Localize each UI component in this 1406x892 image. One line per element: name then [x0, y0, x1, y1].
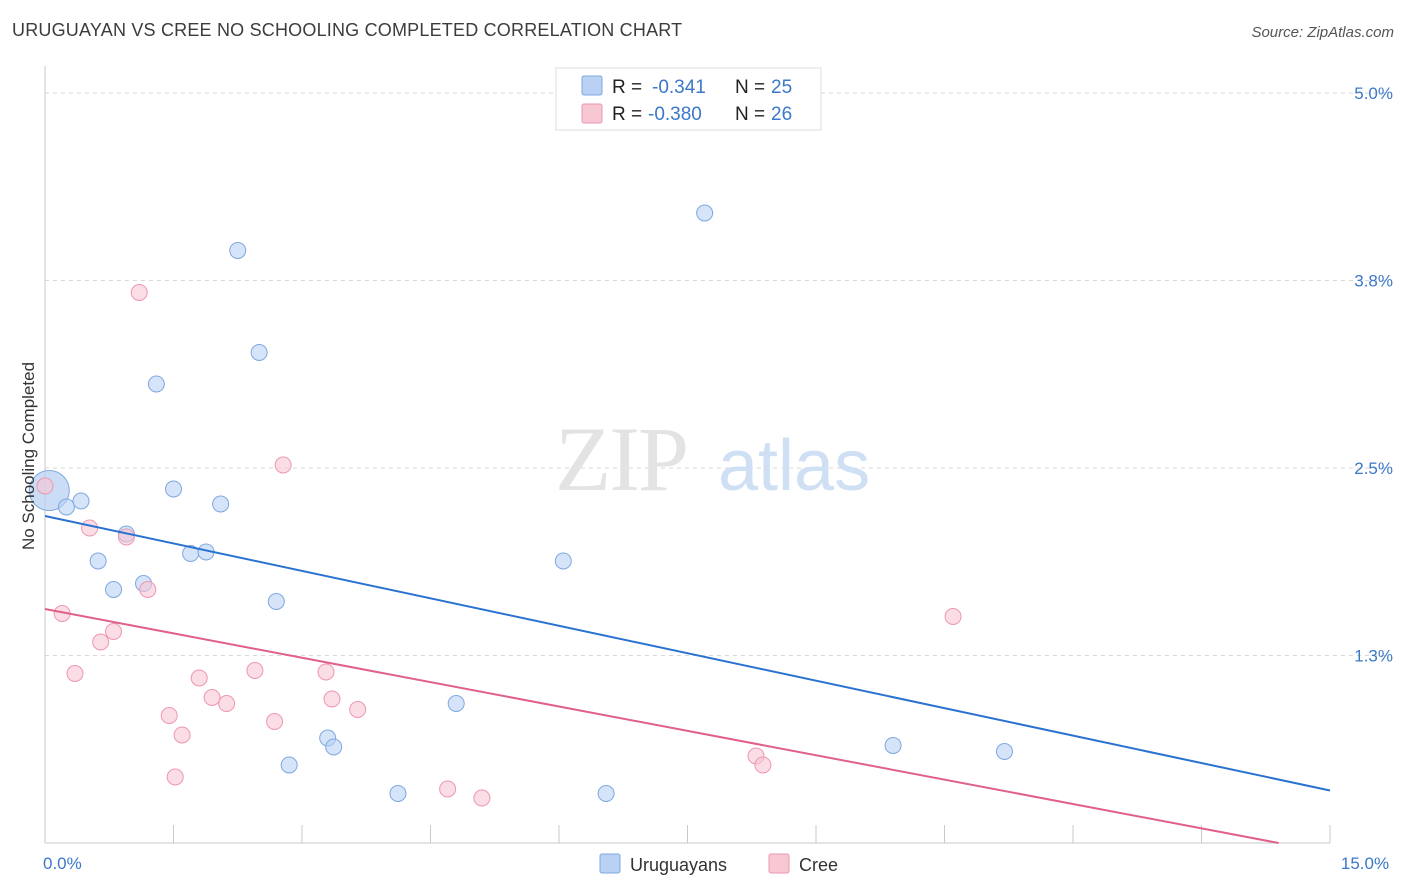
uruguayan-point	[250, 344, 268, 361]
uruguayan-point	[995, 743, 1013, 760]
stats-r-label-2: R =	[612, 104, 642, 125]
cree-point	[92, 633, 110, 651]
y-tick-label: 1.3%	[1354, 647, 1393, 666]
legend-label-cree: Cree	[799, 855, 838, 875]
cree-point	[203, 689, 221, 706]
chart-title: URUGUAYAN VS CREE NO SCHOOLING COMPLETED…	[12, 20, 683, 40]
grid-layer	[45, 92, 1386, 656]
stats-n-label-2: N =	[735, 104, 765, 125]
uruguayan-point	[267, 593, 285, 610]
legend-swatch-uruguayans	[599, 853, 621, 874]
cree-point	[473, 789, 491, 807]
uruguayan-point	[229, 242, 247, 259]
cree-point	[166, 768, 184, 786]
uruguayan-point	[554, 552, 572, 570]
cree-point	[81, 519, 99, 537]
cree-point	[274, 456, 292, 474]
uruguayan-point	[280, 756, 298, 774]
uruguayan-point	[72, 492, 90, 510]
cree-point	[105, 623, 123, 640]
stats-n-value-1: 25	[771, 77, 792, 98]
uruguayan-trendline	[44, 515, 1331, 792]
cree-point	[36, 477, 54, 495]
uruguayan-point	[884, 737, 902, 754]
cree-point	[139, 581, 157, 598]
tick-labels: 5.0% 3.8% 2.5% 1.3% 0.0% 15.0%	[43, 84, 1393, 873]
x-tick-label: 15.0%	[1341, 854, 1389, 873]
stats-n-label-1: N =	[735, 77, 765, 98]
trend-layer	[44, 515, 1331, 844]
cree-trendline	[44, 608, 1279, 844]
cree-point	[754, 756, 772, 774]
points-layer	[28, 204, 1013, 807]
y-tick-label: 5.0%	[1354, 84, 1393, 103]
uruguayan-point	[447, 695, 465, 712]
cree-point	[246, 662, 264, 679]
uruguayan-point	[696, 204, 714, 222]
uruguayan-point	[597, 785, 615, 802]
cree-point	[266, 713, 284, 730]
stats-r-value-2: -0.380	[648, 104, 702, 125]
y-tick-label: 3.8%	[1354, 272, 1393, 291]
stats-n-value-2: 26	[771, 104, 792, 125]
x-tick-label: 0.0%	[43, 854, 82, 873]
watermark: ZIP atlas	[555, 408, 870, 510]
cree-point	[130, 284, 148, 301]
uruguayan-point	[57, 498, 75, 516]
uruguayan-point	[89, 552, 107, 570]
cree-point	[323, 690, 341, 708]
cree-point	[439, 780, 457, 798]
stats-swatch-blue	[581, 75, 603, 96]
watermark-zip: ZIP	[555, 408, 687, 510]
watermark-atlas: atlas	[718, 426, 870, 506]
stats-legend: R = -0.341 N = 25 R = -0.380 N = 26	[555, 67, 822, 131]
y-axis-label: No Schooling Completed	[19, 362, 38, 550]
uruguayan-point	[212, 495, 230, 513]
uruguayan-point	[325, 738, 343, 756]
uruguayan-point	[165, 480, 182, 498]
stats-swatch-pink	[581, 103, 603, 124]
uruguayan-point	[147, 375, 165, 393]
cree-point	[160, 707, 178, 724]
axis-layer	[44, 66, 1331, 844]
cree-point	[218, 695, 236, 712]
stats-r-value-1: -0.341	[652, 77, 706, 98]
stats-r-label-1: R =	[612, 77, 642, 98]
cree-point	[190, 669, 208, 687]
source-credit: Source: ZipAtlas.com	[1251, 24, 1394, 41]
cree-point	[317, 663, 335, 681]
cree-point	[349, 701, 367, 718]
legend-swatch-cree	[768, 853, 790, 874]
uruguayan-point	[105, 581, 123, 598]
series-legend: Uruguayans Cree	[599, 853, 838, 875]
legend-label-uruguayans: Uruguayans	[630, 855, 727, 875]
y-tick-label: 2.5%	[1354, 459, 1393, 478]
uruguayan-point	[389, 785, 407, 802]
cree-point	[66, 665, 84, 682]
cree-point	[944, 608, 962, 625]
cree-point	[173, 726, 191, 744]
